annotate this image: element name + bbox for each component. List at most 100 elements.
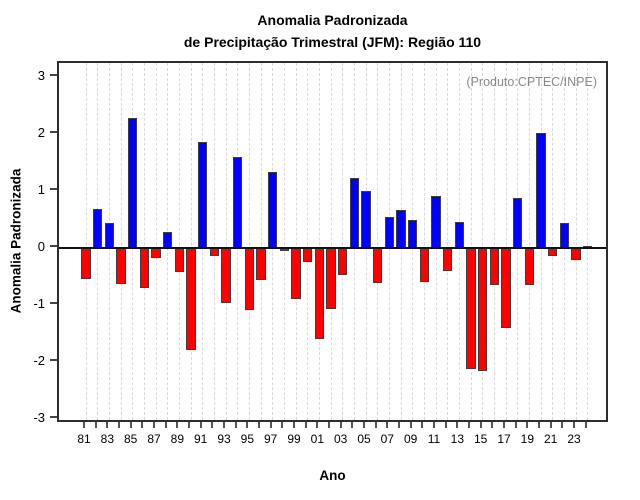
x-tick [118,422,120,428]
bar-88 [162,231,173,248]
bar-97 [267,171,278,248]
x-tick [246,422,249,428]
x-tick-label: 05 [357,432,371,446]
year-gridline [248,63,250,420]
x-tick [573,422,575,428]
bar-02 [326,247,336,310]
x-tick [199,422,202,428]
year-gridline [307,63,309,420]
year-gridline [85,63,87,420]
bar-20 [536,132,546,248]
year-gridline [552,63,554,420]
year-gridline [318,63,320,420]
x-tick [421,422,424,428]
year-gridline [190,63,192,420]
x-tick [176,422,179,428]
bar-23 [571,247,581,261]
y-tick [50,187,57,190]
x-tick [514,422,517,428]
x-tick [293,422,295,428]
bar-17 [501,247,511,329]
y-tick-label: -1 [33,295,45,311]
year-gridline [295,63,297,420]
year-gridline [505,63,507,420]
x-tick [526,422,529,428]
bar-03 [337,247,348,275]
x-tick [409,422,412,428]
x-axis-label: Ano [319,468,346,483]
year-gridline [178,63,180,420]
y-tick-label: -2 [33,352,45,368]
x-tick [491,422,494,428]
x-tick-label: 19 [520,432,535,446]
x-tick [106,422,109,428]
x-tick [444,422,447,428]
bar-09 [407,219,418,248]
x-tick-label: 93 [217,432,231,446]
x-tick-label: 21 [543,432,558,446]
chart-title-line2: de Precipitação Trimestral (JFM): Região… [183,34,482,50]
x-tick-label: 01 [310,432,324,446]
bar-07 [384,217,395,248]
x-tick-label: 17 [497,432,511,446]
bar-06 [372,247,383,283]
x-tick-label: 91 [193,432,208,446]
y-tick-label: 3 [37,67,45,83]
x-tick [398,422,400,428]
year-gridline [493,63,495,420]
x-tick [188,422,190,428]
x-tick [363,422,365,428]
x-tick-label: 87 [147,432,161,446]
bar-89 [174,247,185,272]
year-gridline [377,63,379,420]
bar-16 [489,247,500,285]
bar-13 [454,221,465,248]
bar-18 [512,197,523,248]
x-tick [584,422,587,428]
year-gridline [155,63,157,420]
chart-title-line1: Anomalia Padronizada [257,12,408,28]
y-tick [50,415,57,418]
x-tick [223,422,225,428]
x-tick [479,422,482,428]
x-tick [503,422,505,428]
y-tick [50,244,57,247]
bar-04 [349,178,360,248]
year-gridline [143,63,145,420]
zero-baseline [59,246,606,249]
x-tick [456,422,459,428]
x-tick [269,422,272,428]
x-tick [386,422,389,428]
bar-00 [302,247,313,263]
bar-84 [116,247,126,285]
x-tick [433,422,435,428]
year-gridline [447,63,449,420]
year-gridline [225,63,227,420]
x-tick [129,422,132,428]
bar-91 [197,141,208,248]
y-tick-label: 1 [37,181,45,197]
y-tick [50,130,57,133]
year-gridline [120,63,122,420]
bar-94 [232,157,243,248]
bar-93 [221,247,231,304]
year-gridline [330,63,332,420]
y-tick-label: 2 [37,124,45,140]
y-tick-label: -3 [33,409,45,425]
year-gridline [213,63,215,420]
x-tick [94,422,97,428]
x-tick-label: 23 [567,432,581,446]
bar-11 [431,195,441,248]
bar-95 [244,247,255,310]
year-gridline [283,63,285,420]
bar-19 [524,247,535,286]
bar-99 [291,247,301,300]
x-tick [83,422,85,428]
bar-83 [104,222,115,248]
bar-92 [209,247,220,256]
x-tick [153,422,155,428]
bar-21 [547,247,558,257]
x-tick-label: 99 [287,432,301,446]
x-tick [538,422,540,428]
